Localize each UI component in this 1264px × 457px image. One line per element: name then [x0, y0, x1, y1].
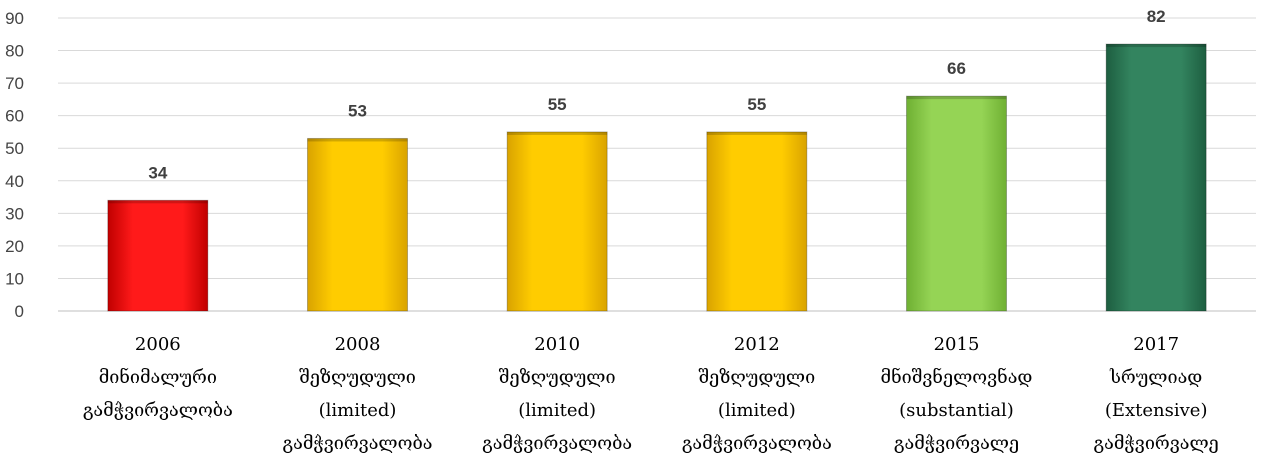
x-axis-labels: 2006 მინიმალური გამჭვირვალობა 2008 შეზღუდული… — [83, 334, 1219, 454]
x-tick-label-text: გამჭვირვალე — [894, 433, 1019, 454]
y-tick-label: 0 — [15, 302, 24, 321]
bar-top-edge — [307, 138, 408, 142]
bar — [706, 131, 808, 312]
bar — [506, 131, 608, 312]
data-label: 34 — [148, 163, 167, 182]
x-tick-label-text: (limited) — [718, 400, 796, 421]
x-tick-label-text: (substantial) — [899, 400, 1014, 421]
bar — [1105, 43, 1207, 312]
data-label: 82 — [1147, 7, 1166, 26]
gridlines — [58, 17, 1256, 312]
y-tick-label: 10 — [5, 269, 24, 288]
data-label: 55 — [548, 95, 567, 114]
data-label: 66 — [947, 59, 966, 78]
x-tick-label-text: მნიშვნელოვნად — [881, 366, 1033, 388]
bar — [906, 95, 1007, 312]
y-tick-label: 70 — [5, 74, 24, 93]
x-tick-label-year: 2012 — [734, 334, 780, 355]
x-tick-label-text: გამჭვირვალობა — [83, 400, 233, 421]
y-tick-label: 80 — [5, 42, 24, 61]
x-tick-label-text: შეზღუდული — [299, 367, 416, 388]
x-tick-label-text: სრულიად — [1109, 367, 1202, 388]
data-label: 53 — [348, 101, 367, 120]
y-tick-label: 20 — [5, 237, 24, 256]
data-labels: 34 53 55 55 66 82 — [148, 7, 1165, 182]
x-tick-label-text: (Extensive) — [1105, 400, 1208, 421]
bar — [307, 137, 408, 312]
x-tick-label-text: (limited) — [518, 400, 596, 421]
y-tick-label: 90 — [5, 9, 24, 28]
x-tick-label-year: 2006 — [135, 334, 181, 355]
x-tick-label-year: 2010 — [534, 334, 580, 355]
y-tick-label: 50 — [5, 139, 24, 158]
x-tick-label-year: 2015 — [934, 334, 980, 355]
y-axis-ticks: 0 10 20 30 40 50 60 70 80 90 — [5, 9, 24, 321]
x-tick-label-text: შეზღუდული — [499, 367, 616, 388]
y-tick-label: 30 — [5, 204, 24, 223]
bar-top-edge — [906, 96, 1007, 100]
x-tick-label-text: გამჭვირვალობა — [482, 433, 632, 454]
x-tick-label-text: (limited) — [319, 400, 397, 421]
bar-top-edge — [706, 131, 807, 135]
y-tick-label: 40 — [5, 172, 24, 191]
bar-top-edge — [1106, 44, 1207, 48]
x-tick-label-text: გამჭვირვალობა — [283, 433, 433, 454]
bar — [107, 199, 209, 312]
data-label: 55 — [747, 95, 766, 114]
bar-top-edge — [107, 200, 208, 204]
x-tick-label-text: გამჭვირვალე — [1094, 433, 1219, 454]
bars — [107, 43, 1207, 312]
y-tick-label: 60 — [5, 107, 24, 126]
x-tick-label-text: შეზღუდული — [698, 367, 815, 388]
x-tick-label-year: 2008 — [335, 334, 381, 355]
x-tick-label-year: 2017 — [1133, 334, 1179, 355]
x-tick-label-text: გამჭვირვალობა — [682, 433, 832, 454]
bar-top-edge — [507, 131, 608, 135]
x-tick-label-text: მინიმალური — [99, 366, 217, 388]
